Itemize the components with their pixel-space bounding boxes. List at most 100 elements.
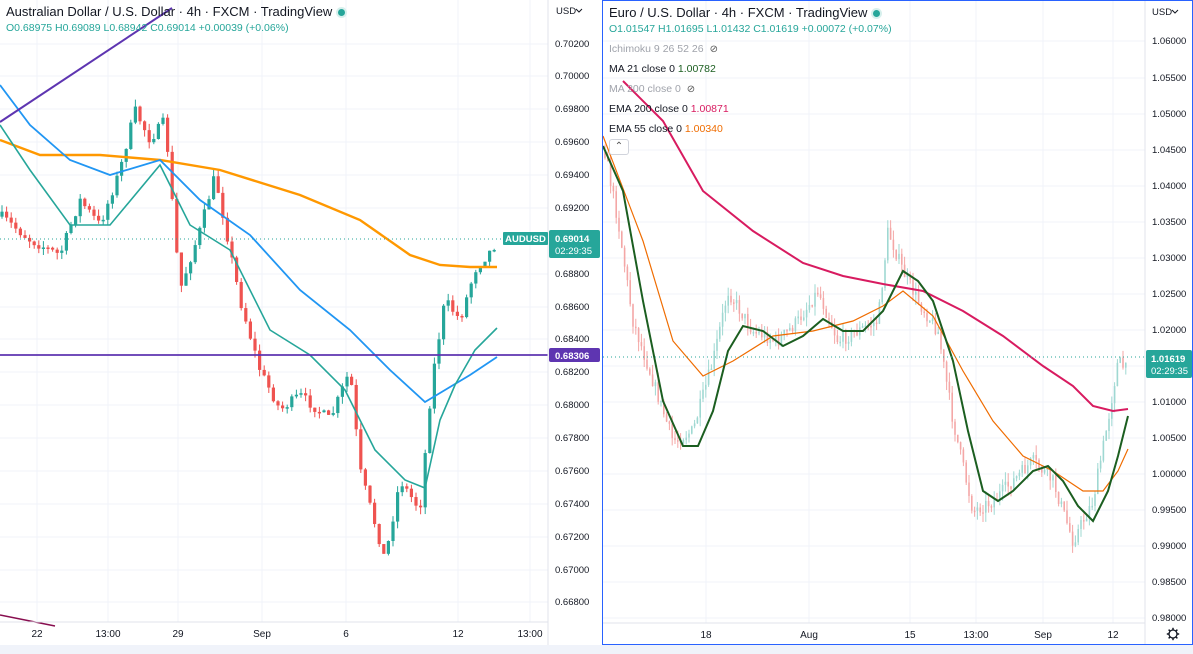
- y-tick-label: 1.02000: [1152, 325, 1186, 336]
- y-tick-label: 1.04500: [1152, 145, 1186, 156]
- candle: [377, 523, 381, 547]
- candle: [1004, 472, 1007, 492]
- audusd-chart-pane[interactable]: USD 0.70200 0.70000 0.69800 0.69600 0.69400 0.…: [0, 0, 600, 645]
- candle: [386, 540, 390, 556]
- candle: [733, 299, 735, 312]
- candle: [414, 492, 418, 511]
- candle: [643, 338, 645, 367]
- candle: [791, 325, 794, 335]
- currency-label: USD: [556, 6, 576, 17]
- candle: [805, 302, 808, 327]
- candle: [789, 323, 791, 332]
- candle: [982, 504, 984, 522]
- candle: [1077, 524, 1079, 546]
- candle: [1080, 516, 1082, 537]
- candle: [794, 316, 797, 336]
- candle: [985, 491, 987, 522]
- candle: [696, 416, 699, 424]
- y-tick-label: 1.03500: [1152, 217, 1186, 228]
- candle: [845, 328, 847, 352]
- y-tick-label: 0.67800: [555, 433, 589, 444]
- level-badge: [549, 348, 600, 362]
- candle: [276, 400, 280, 411]
- trendline: [0, 7, 173, 123]
- candle: [803, 310, 805, 322]
- candle: [129, 119, 133, 151]
- candle: [1007, 473, 1009, 496]
- price-badge-value: 1.01619: [1151, 354, 1185, 365]
- candle: [892, 230, 895, 258]
- candle: [221, 186, 225, 225]
- candle: [101, 215, 105, 226]
- settings-gear-icon[interactable]: [1166, 627, 1180, 641]
- candle: [906, 268, 909, 285]
- price-badge-countdown: 02:29:35: [1151, 366, 1188, 377]
- candle: [331, 406, 335, 417]
- candle: [1119, 356, 1121, 364]
- candle: [864, 321, 867, 333]
- candle: [637, 327, 640, 352]
- collapse-legend-chevron-up-icon[interactable]: ⌃: [609, 139, 629, 155]
- candle: [1105, 430, 1107, 441]
- indicator-ma200[interactable]: MA 200 close 0 ⊘: [609, 83, 696, 95]
- candle: [419, 499, 423, 515]
- candle: [895, 249, 897, 262]
- candle: [889, 220, 892, 240]
- candle: [1035, 445, 1037, 469]
- bottom-toolbar-strip: [0, 645, 1193, 654]
- candle: [373, 498, 377, 528]
- y-tick-label: 0.69800: [555, 104, 589, 115]
- candle: [929, 319, 931, 324]
- candle: [856, 323, 858, 337]
- ma21-line: [603, 145, 1129, 523]
- candle: [336, 395, 340, 418]
- candle: [937, 326, 939, 335]
- candle: [651, 364, 654, 387]
- candle: [405, 483, 409, 493]
- candle: [828, 312, 830, 328]
- eurusd-chart[interactable]: USD 1.06000 1.05500 1.05000 1.04500 1.04000 1.…: [603, 1, 1192, 644]
- candle: [1102, 435, 1105, 463]
- candle: [271, 384, 275, 403]
- candle: [965, 460, 967, 486]
- indicator-ema55[interactable]: EMA 55 close 0 1.00340: [609, 123, 723, 135]
- candle: [106, 200, 110, 225]
- candle: [285, 404, 289, 414]
- candle: [87, 203, 91, 213]
- candle: [685, 431, 687, 445]
- hidden-eye-icon[interactable]: ⊘: [709, 44, 718, 55]
- candle: [1099, 455, 1102, 473]
- candle: [138, 105, 142, 125]
- audusd-chart[interactable]: USD 0.70200 0.70000 0.69800 0.69600 0.69400 0.…: [0, 0, 600, 645]
- candle: [64, 231, 68, 255]
- y-tick-label: 1.01000: [1152, 397, 1186, 408]
- candle: [354, 379, 358, 437]
- ma-blue-line: [0, 84, 498, 404]
- y-tick-label: 0.70200: [555, 39, 589, 50]
- candle: [635, 318, 637, 335]
- candle: [32, 240, 36, 249]
- candle: [887, 220, 889, 264]
- y-tick-label: 0.67000: [555, 565, 589, 576]
- candle: [629, 272, 631, 307]
- candle: [322, 409, 326, 413]
- indicator-ichimoku[interactable]: Ichimoku 9 26 52 26 ⊘: [609, 43, 718, 55]
- candle: [741, 313, 743, 321]
- indicator-ema200-value: 1.00871: [690, 103, 729, 115]
- candle: [202, 204, 206, 233]
- candle: [18, 226, 22, 238]
- indicator-ema200[interactable]: EMA 200 close 0 1.00871: [609, 103, 729, 115]
- eurusd-chart-pane[interactable]: USD 1.06000 1.05500 1.05000 1.04500 1.04000 1.…: [602, 0, 1193, 645]
- candle: [120, 159, 124, 182]
- candle: [230, 236, 234, 264]
- candle: [258, 344, 262, 377]
- candle: [442, 304, 446, 345]
- indicator-ma21[interactable]: MA 21 close 0 1.00782: [609, 63, 716, 75]
- y-tick-label: 0.99500: [1152, 505, 1186, 516]
- candle: [1024, 456, 1026, 474]
- candle: [668, 420, 671, 431]
- hidden-eye-icon[interactable]: ⊘: [686, 84, 696, 95]
- candle: [1083, 513, 1085, 530]
- candle: [954, 418, 956, 442]
- candle: [396, 486, 400, 529]
